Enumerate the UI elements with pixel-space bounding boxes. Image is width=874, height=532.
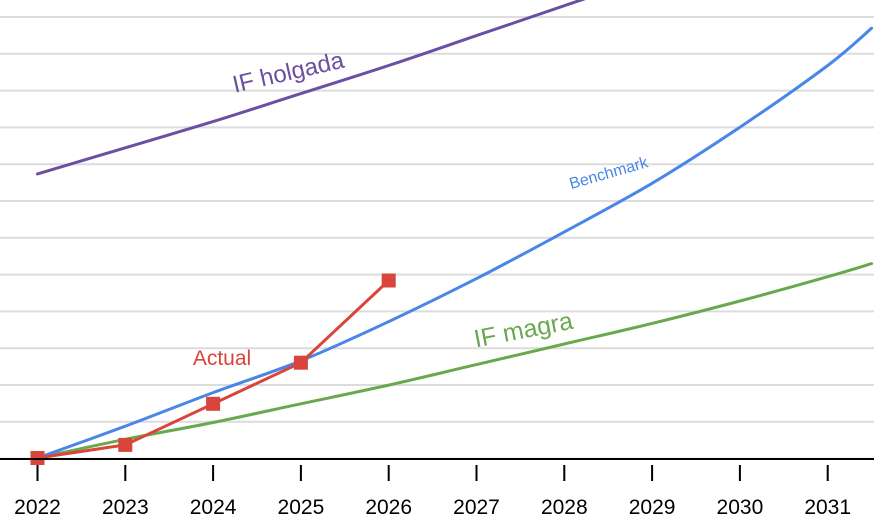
gridlines <box>0 16 874 460</box>
series-line-if-holgada <box>36 0 586 176</box>
series-label-actual: Actual <box>193 347 251 370</box>
data-point-actual <box>118 437 133 452</box>
x-tick-label: 2031 <box>804 496 851 519</box>
data-point-actual <box>381 273 396 288</box>
series-line-if-magra <box>36 262 874 460</box>
x-tick-label: 2029 <box>629 496 676 519</box>
series-markers <box>30 273 396 465</box>
x-tick-label: 2022 <box>14 496 61 519</box>
series-line-benchmark <box>36 26 874 460</box>
series-label-benchmark: Benchmark <box>568 154 651 193</box>
x-axis: 2022 2023 2024 2025 2026 2027 2028 2029 2030 2031 <box>0 458 874 519</box>
x-tick-label: 2025 <box>278 496 325 519</box>
x-tick-label: 2026 <box>365 496 412 519</box>
x-tick-label: 2030 <box>717 496 764 519</box>
series-lines <box>36 0 874 460</box>
x-tick-label: 2024 <box>190 496 237 519</box>
x-tick-label: 2023 <box>102 496 149 519</box>
data-point-actual <box>206 396 221 411</box>
x-tick-label: 2028 <box>541 496 588 519</box>
data-point-actual <box>293 355 308 370</box>
x-tick-label: 2027 <box>453 496 500 519</box>
